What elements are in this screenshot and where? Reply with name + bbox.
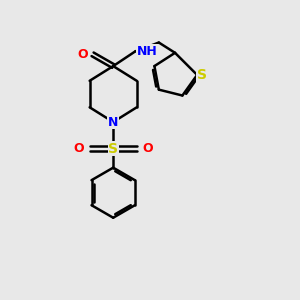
Text: O: O xyxy=(73,142,84,155)
Text: O: O xyxy=(77,48,88,61)
Text: N: N xyxy=(108,116,119,128)
Text: NH: NH xyxy=(137,45,158,58)
Text: S: S xyxy=(196,68,206,82)
Text: S: S xyxy=(108,142,118,155)
Text: O: O xyxy=(142,142,153,155)
